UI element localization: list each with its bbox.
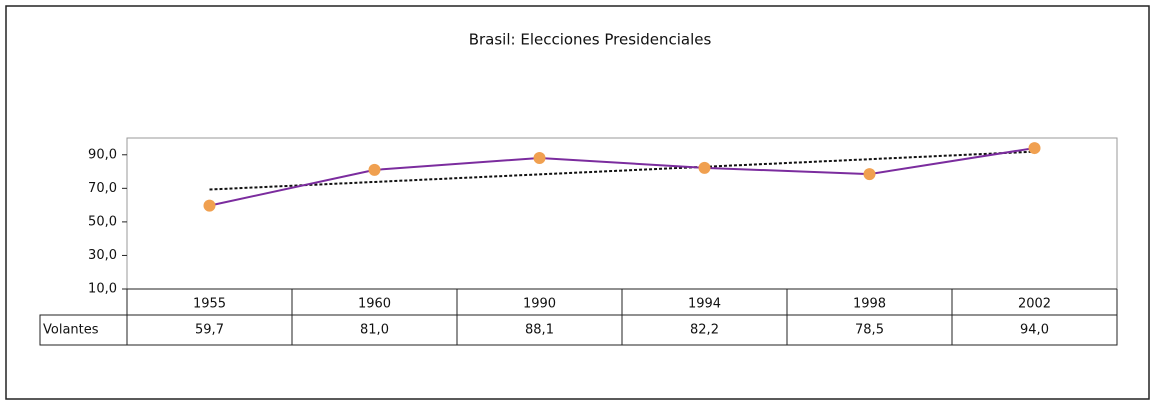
table-value: 59,7 [195,323,224,338]
y-tick-label: 70,0 [88,181,117,196]
x-tick-label: 2002 [1018,297,1051,312]
data-line [209,147,1035,207]
table-value: 78,5 [855,323,884,338]
table-value: 81,0 [360,323,389,338]
x-tick-label: 1994 [688,297,721,312]
table-value: 82,2 [690,323,719,338]
x-tick-label: 1955 [193,297,226,312]
plot-area [126,137,1118,290]
data-point [368,163,381,176]
y-tick-label: 90,0 [88,147,117,162]
x-tick-label: 1998 [853,297,886,312]
data-point [533,151,546,164]
x-tick-label: 1990 [523,297,556,312]
data-point [1028,142,1041,155]
data-point [863,168,876,181]
series-name: Volantes [43,323,99,338]
y-tick-label: 30,0 [88,248,117,263]
data-point [203,199,216,212]
chart-title: Brasil: Elecciones Presidenciales [469,31,712,49]
x-tick-label: 1960 [358,297,391,312]
table-value: 88,1 [525,323,554,338]
data-point [698,161,711,174]
y-tick-label: 50,0 [88,214,117,229]
trend-line [209,150,1035,191]
table-value: 94,0 [1020,323,1049,338]
y-tick-label: 10,0 [88,282,117,297]
